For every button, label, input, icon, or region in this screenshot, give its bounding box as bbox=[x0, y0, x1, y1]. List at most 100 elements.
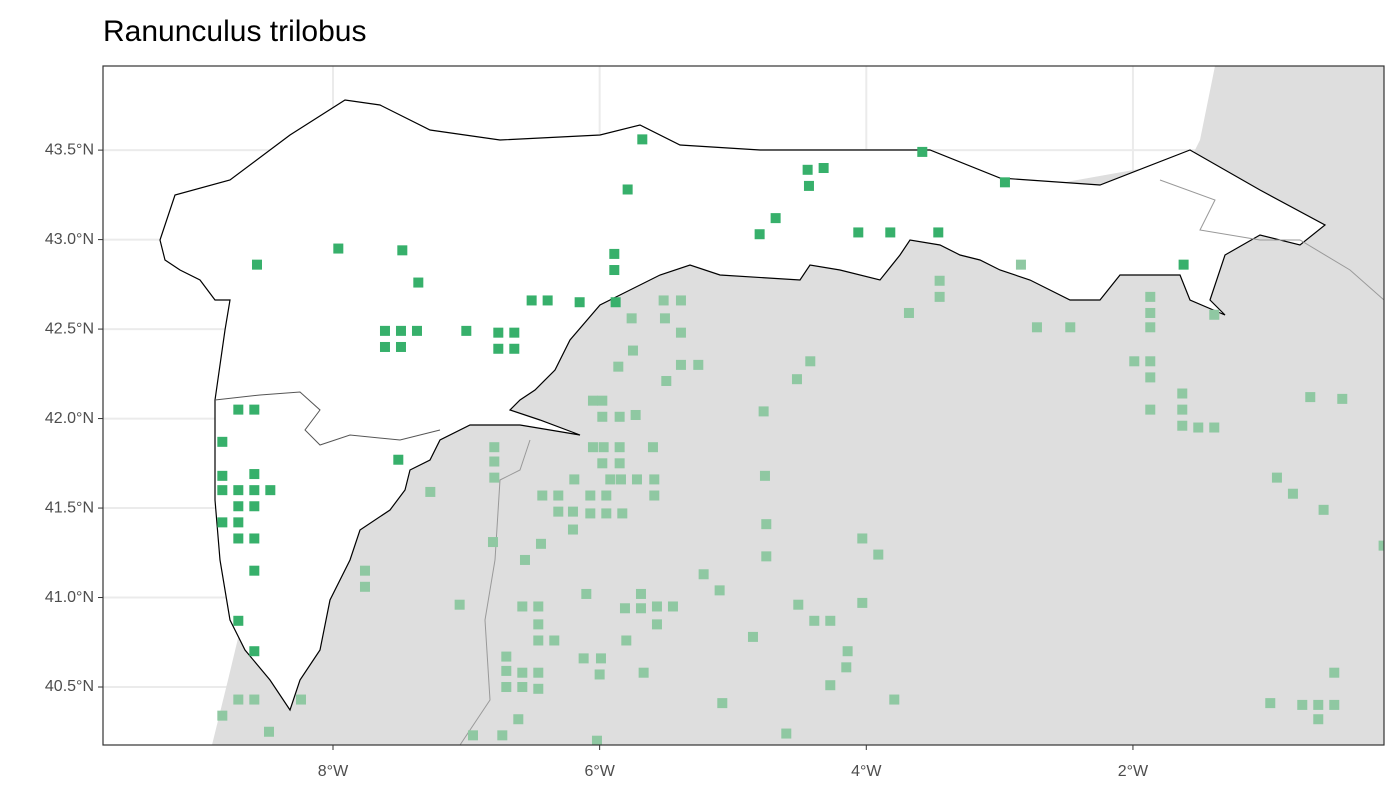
occurrence-point bbox=[659, 313, 670, 324]
occurrence-point bbox=[759, 470, 770, 481]
occurrence-point bbox=[615, 474, 626, 485]
occurrence-point bbox=[717, 698, 728, 709]
occurrence-point bbox=[333, 243, 344, 254]
occurrence-point bbox=[1193, 422, 1204, 433]
occurrence-point bbox=[493, 343, 504, 354]
occurrence-point bbox=[569, 474, 580, 485]
occurrence-point bbox=[667, 601, 678, 612]
occurrence-point bbox=[758, 406, 769, 417]
occurrence-point bbox=[1378, 540, 1384, 551]
occurrence-point bbox=[714, 585, 725, 596]
occurrence-point bbox=[397, 245, 408, 256]
occurrence-point bbox=[661, 375, 672, 386]
occurrence-point bbox=[631, 474, 642, 485]
occurrence-point bbox=[698, 569, 709, 580]
occurrence-point bbox=[1297, 699, 1308, 710]
occurrence-point bbox=[533, 667, 544, 678]
occurrence-point bbox=[519, 554, 530, 565]
occurrence-point bbox=[610, 297, 621, 308]
occurrence-point bbox=[359, 581, 370, 592]
occurrence-point bbox=[1329, 667, 1340, 678]
occurrence-point bbox=[249, 533, 260, 544]
border-line bbox=[459, 439, 531, 745]
occurrence-point bbox=[1287, 488, 1298, 499]
occurrence-point bbox=[249, 694, 260, 705]
occurrence-point bbox=[1265, 698, 1276, 709]
occurrence-point bbox=[489, 442, 500, 453]
occurrence-point bbox=[395, 341, 406, 352]
occurrence-point bbox=[233, 404, 244, 415]
occurrence-point bbox=[591, 735, 602, 745]
occurrence-point bbox=[917, 146, 928, 157]
occurrence-point bbox=[413, 277, 424, 288]
occurrence-point bbox=[1318, 504, 1329, 515]
occurrence-point bbox=[233, 533, 244, 544]
occurrence-point bbox=[217, 485, 228, 496]
occurrence-point bbox=[509, 327, 520, 338]
occurrence-point bbox=[489, 456, 500, 467]
occurrence-point bbox=[1145, 356, 1156, 367]
occurrence-point bbox=[217, 470, 228, 481]
occurrence-point bbox=[781, 728, 792, 739]
occurrence-point bbox=[857, 597, 868, 608]
occurrence-point bbox=[885, 227, 896, 238]
occurrence-point bbox=[517, 601, 528, 612]
occurrence-point bbox=[649, 490, 660, 501]
occurrence-point bbox=[487, 537, 498, 548]
occurrence-point bbox=[605, 474, 616, 485]
occurrence-point bbox=[249, 646, 260, 657]
occurrence-point bbox=[1065, 322, 1076, 333]
occurrence-point bbox=[1145, 307, 1156, 318]
study-region bbox=[159, 99, 1327, 712]
occurrence-point bbox=[1177, 420, 1188, 431]
occurrence-point bbox=[553, 506, 564, 517]
occurrence-point bbox=[842, 646, 853, 657]
occurrence-point bbox=[675, 359, 686, 370]
occurrence-point bbox=[853, 227, 864, 238]
occurrence-point bbox=[649, 474, 660, 485]
occurrence-point bbox=[467, 730, 478, 741]
occurrence-point bbox=[601, 508, 612, 519]
y-tick-label: 43.5°N bbox=[45, 141, 94, 158]
occurrence-point bbox=[295, 694, 306, 705]
occurrence-point bbox=[233, 694, 244, 705]
occurrence-point bbox=[617, 508, 628, 519]
occurrence-point bbox=[581, 588, 592, 599]
occurrence-point bbox=[393, 454, 404, 465]
occurrence-point bbox=[533, 635, 544, 646]
occurrence-point bbox=[1177, 388, 1188, 399]
occurrence-point bbox=[857, 533, 868, 544]
occurrence-point bbox=[533, 601, 544, 612]
occurrence-point bbox=[613, 361, 624, 372]
occurrence-point bbox=[567, 524, 578, 535]
occurrence-point bbox=[793, 599, 804, 610]
occurrence-point bbox=[411, 325, 422, 336]
occurrence-point bbox=[658, 295, 669, 306]
occurrence-point bbox=[265, 485, 276, 496]
occurrence-point bbox=[594, 669, 605, 680]
occurrence-point bbox=[533, 683, 544, 694]
occurrence-point bbox=[249, 501, 260, 512]
occurrence-point bbox=[1145, 404, 1156, 415]
occurrence-point bbox=[754, 229, 765, 240]
occurrence-point bbox=[585, 508, 596, 519]
occurrence-point bbox=[825, 680, 836, 691]
border-line bbox=[214, 391, 441, 446]
occurrence-point bbox=[425, 486, 436, 497]
occurrence-point bbox=[809, 615, 820, 626]
x-tick-label: 2°W bbox=[1118, 763, 1149, 780]
occurrence-point bbox=[903, 307, 914, 318]
y-tick-label: 42.5°N bbox=[45, 320, 94, 337]
occurrence-point bbox=[509, 343, 520, 354]
occurrence-point bbox=[537, 490, 548, 501]
occurrence-point bbox=[889, 694, 900, 705]
occurrence-point bbox=[747, 631, 758, 642]
occurrence-point bbox=[497, 730, 508, 741]
occurrence-point bbox=[693, 359, 704, 370]
occurrence-point bbox=[614, 411, 625, 422]
occurrence-point bbox=[595, 653, 606, 664]
occurrence-point bbox=[493, 327, 504, 338]
occurrence-point bbox=[249, 565, 260, 576]
occurrence-point bbox=[805, 356, 816, 367]
occurrence-point bbox=[567, 506, 578, 517]
